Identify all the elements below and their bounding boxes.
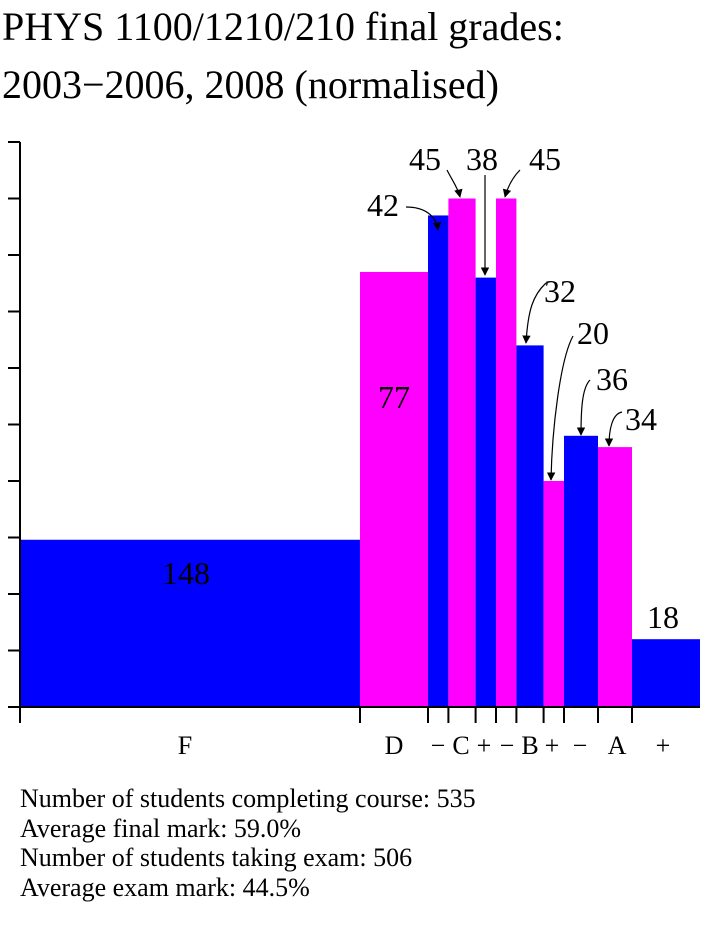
bar-count-label: 148 <box>162 555 210 591</box>
bar-d <box>360 271 428 707</box>
bar-count-label: 20 <box>577 315 609 351</box>
x-tick-label: C <box>452 731 469 760</box>
x-tick-label: + <box>656 731 671 760</box>
x-tick-label: − <box>431 731 446 760</box>
callout-arrow <box>522 282 547 344</box>
average-final-mark-stat: Average final mark: 59.0% <box>20 813 302 843</box>
bar-a-minusminus <box>564 435 598 707</box>
callout-arrow <box>604 411 623 447</box>
students-taking-exam-stat: Number of students taking exam: 506 <box>20 843 413 873</box>
bar-a-plus <box>632 639 700 707</box>
x-tick-label: D <box>385 731 404 760</box>
x-tick-label: + <box>477 731 492 760</box>
bar-count-label: 36 <box>596 361 628 397</box>
callout-arrow <box>546 335 574 481</box>
bar-count-label: 34 <box>625 401 657 437</box>
course-statistics: Number of students completing course: 53… <box>20 784 476 902</box>
bar-b-plus <box>543 481 564 707</box>
bar-count-label: 45 <box>529 141 561 177</box>
x-tick-label: − <box>573 731 588 760</box>
bar-b-minusminus <box>496 198 517 707</box>
average-exam-mark-stat: Average exam mark: 44.5% <box>20 872 310 902</box>
bar-count-label: 38 <box>466 141 498 177</box>
x-tick-label: B <box>521 731 538 760</box>
callout-arrow <box>405 206 442 231</box>
x-tick-label: + <box>545 731 560 760</box>
callout-arrow <box>576 379 591 436</box>
bar-c-plus <box>475 277 496 707</box>
callout-arrow <box>502 169 521 198</box>
bar-a <box>598 447 632 707</box>
students-completing-stat: Number of students completing course: 53… <box>20 784 476 813</box>
bar-c <box>448 198 476 707</box>
bar-f <box>20 539 360 707</box>
x-tick-label: A <box>608 731 627 760</box>
x-tick-label: − <box>500 731 515 760</box>
bar-count-label: 42 <box>367 187 399 223</box>
bar-count-label: 45 <box>409 141 441 177</box>
chart-title-line-2: 2003−2006, 2008 (normalised) <box>2 62 499 107</box>
bar-count-label: 77 <box>378 379 410 415</box>
chart-title-line-1: PHYS 1100/1210/210 final grades: <box>2 4 564 49</box>
bar-count-label: 18 <box>647 599 679 635</box>
bar-b <box>516 345 544 707</box>
bar-count-label: 32 <box>544 273 576 309</box>
x-tick-label: F <box>178 731 192 760</box>
bar-c-minusminus <box>428 215 449 707</box>
callout-arrow <box>446 169 463 198</box>
